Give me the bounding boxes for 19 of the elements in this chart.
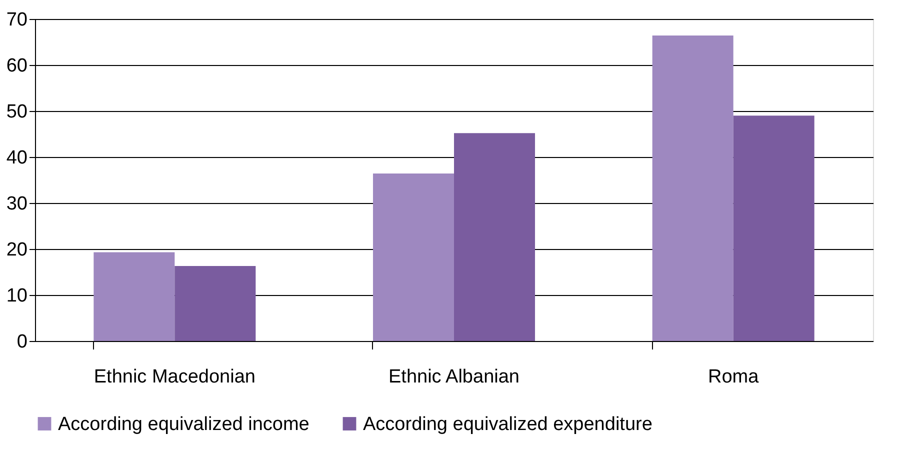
y-tick-label: 10 xyxy=(6,286,28,306)
legend-label: According equivalized expenditure xyxy=(363,414,652,435)
bar xyxy=(454,133,536,341)
bar xyxy=(94,252,175,341)
bar xyxy=(652,36,734,341)
bar xyxy=(372,174,454,341)
y-tick-label: 0 xyxy=(16,332,28,352)
legend-label: According equivalized income xyxy=(58,414,310,435)
y-tick-label: 20 xyxy=(6,240,28,260)
bar xyxy=(174,266,256,341)
y-tick-label: 50 xyxy=(6,102,28,122)
bar xyxy=(733,116,814,341)
x-tick-label: Ethnic Albanian xyxy=(388,366,520,388)
y-tick-label: 30 xyxy=(6,194,28,214)
y-tick-label: 40 xyxy=(6,148,28,168)
x-tick-label: Ethnic Macedonian xyxy=(94,366,256,388)
y-tick-label: 60 xyxy=(6,56,28,76)
y-tick-label: 70 xyxy=(6,10,28,30)
x-tick-label: Roma xyxy=(708,366,760,388)
